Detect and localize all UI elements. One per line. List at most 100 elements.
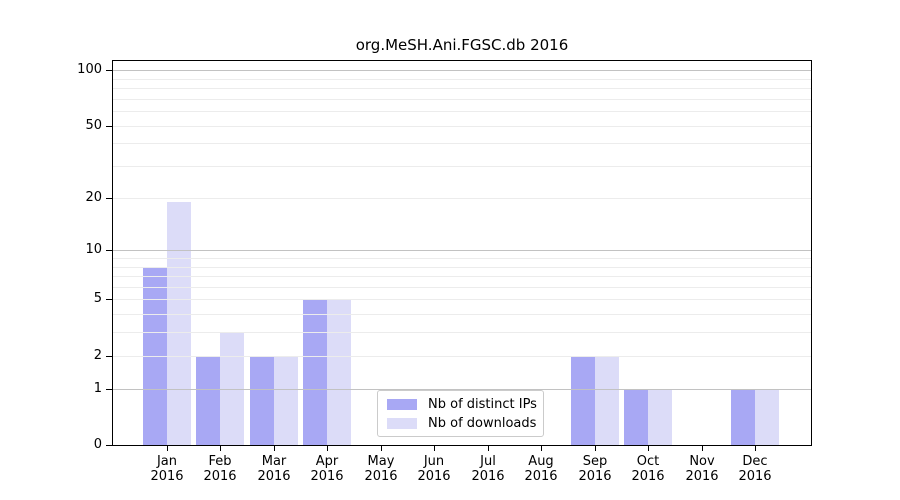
y-tick-mark xyxy=(106,299,112,300)
x-tick-month: Dec xyxy=(742,454,768,469)
y-tick-label: 20 xyxy=(85,190,102,205)
y-tick-mark xyxy=(106,70,112,71)
gridline-minor xyxy=(113,143,811,144)
x-tick-month: Apr xyxy=(315,454,339,469)
gridline-major xyxy=(113,389,811,390)
x-tick-label-dec: Dec 2016 xyxy=(725,454,785,484)
x-tick-year: 2016 xyxy=(471,469,505,484)
x-tick-year: 2016 xyxy=(738,469,772,484)
x-tick-year: 2016 xyxy=(524,469,558,484)
x-tick-month: May xyxy=(367,454,395,469)
gridline-minor xyxy=(113,79,811,80)
x-tick-year: 2016 xyxy=(310,469,344,484)
x-tick-label-nov: Nov 2016 xyxy=(672,454,732,484)
y-tick-mark xyxy=(106,445,112,446)
y-tick-label: 50 xyxy=(85,118,102,133)
gridline-minor xyxy=(113,198,811,199)
bar-downloads-jan xyxy=(167,201,191,445)
y-tick-mark xyxy=(106,389,112,390)
x-tick-mark xyxy=(541,446,542,451)
x-tick-mark xyxy=(702,446,703,451)
gridline-minor xyxy=(113,332,811,333)
gridline-minor xyxy=(113,276,811,277)
legend-entry-distinct-ips: Nb of distinct IPs xyxy=(387,396,537,412)
gridline-minor xyxy=(113,166,811,167)
legend-swatch-distinct-ips xyxy=(387,398,417,410)
gridline-minor xyxy=(113,126,811,127)
y-tick-label: 5 xyxy=(93,291,102,306)
x-tick-mark xyxy=(648,446,649,451)
x-tick-label-aug: Aug 2016 xyxy=(511,454,571,484)
x-tick-year: 2016 xyxy=(685,469,719,484)
x-tick-mark xyxy=(755,446,756,451)
x-tick-year: 2016 xyxy=(578,469,612,484)
gridline-minor xyxy=(113,356,811,357)
x-tick-month: Sep xyxy=(582,454,608,469)
x-tick-label-jun: Jun 2016 xyxy=(404,454,464,484)
bar-downloads-sep xyxy=(594,355,619,445)
x-tick-label-jul: Jul 2016 xyxy=(458,454,518,484)
x-tick-month: Jun xyxy=(423,454,445,469)
y-tick-mark xyxy=(106,250,112,251)
gridline-minor xyxy=(113,287,811,288)
y-tick-mark xyxy=(106,126,112,127)
bar-downloads-feb xyxy=(220,332,245,445)
x-tick-mark xyxy=(434,446,435,451)
legend-swatch-downloads xyxy=(387,417,417,429)
legend-label-distinct-ips: Nb of distinct IPs xyxy=(428,396,537,412)
bar-downloads-mar xyxy=(273,355,298,445)
x-tick-label-mar: Mar 2016 xyxy=(244,454,304,484)
gridline-major xyxy=(113,70,811,71)
x-tick-year: 2016 xyxy=(257,469,291,484)
y-tick-label: 100 xyxy=(77,62,102,77)
bar-downloads-oct xyxy=(648,388,673,445)
plot-area xyxy=(112,60,812,446)
y-tick-label: 1 xyxy=(93,381,102,396)
x-tick-mark xyxy=(274,446,275,451)
bar-distinct-ips-jan xyxy=(143,266,167,445)
x-tick-label-oct: Oct 2016 xyxy=(618,454,678,484)
y-tick-label: 0 xyxy=(93,437,102,452)
x-tick-year: 2016 xyxy=(203,469,237,484)
x-tick-year: 2016 xyxy=(150,469,184,484)
x-tick-month: Jul xyxy=(480,454,496,469)
x-tick-mark xyxy=(595,446,596,451)
gridline-major xyxy=(113,250,811,251)
x-tick-label-jan: Jan 2016 xyxy=(137,454,197,484)
y-tick-label: 10 xyxy=(85,242,102,257)
bar-distinct-ips-feb xyxy=(196,355,221,445)
x-tick-mark xyxy=(167,446,168,451)
gridline-minor xyxy=(113,314,811,315)
x-tick-label-sep: Sep 2016 xyxy=(565,454,625,484)
y-tick-mark xyxy=(106,356,112,357)
x-tick-month: Aug xyxy=(528,454,554,469)
bar-distinct-ips-mar xyxy=(249,355,274,445)
x-tick-year: 2016 xyxy=(364,469,398,484)
bar-distinct-ips-sep xyxy=(570,355,595,445)
x-tick-year: 2016 xyxy=(417,469,451,484)
y-tick-label: 2 xyxy=(93,348,102,363)
x-tick-mark xyxy=(220,446,221,451)
legend-entry-downloads: Nb of downloads xyxy=(387,415,537,431)
x-tick-label-may: May 2016 xyxy=(351,454,411,484)
y-tick-mark xyxy=(106,198,112,199)
x-tick-month: Nov xyxy=(689,454,715,469)
bar-distinct-ips-oct xyxy=(624,388,649,445)
x-tick-year: 2016 xyxy=(631,469,665,484)
gridline-minor xyxy=(113,111,811,112)
gridline-minor xyxy=(113,299,811,300)
x-tick-mark xyxy=(381,446,382,451)
gridline-minor xyxy=(113,99,811,100)
legend: Nb of distinct IPs Nb of downloads xyxy=(377,390,544,437)
x-tick-mark xyxy=(488,446,489,451)
x-tick-month: Jan xyxy=(156,454,178,469)
legend-label-downloads: Nb of downloads xyxy=(428,415,537,431)
bar-distinct-ips-apr xyxy=(303,299,328,445)
gridline-minor xyxy=(113,267,811,268)
bar-distinct-ips-dec xyxy=(730,388,755,445)
x-tick-label-feb: Feb 2016 xyxy=(190,454,250,484)
chart-title: org.MeSH.Ani.FGSC.db 2016 xyxy=(355,36,569,54)
x-tick-month: Feb xyxy=(208,454,232,469)
x-tick-label-apr: Apr 2016 xyxy=(297,454,357,484)
